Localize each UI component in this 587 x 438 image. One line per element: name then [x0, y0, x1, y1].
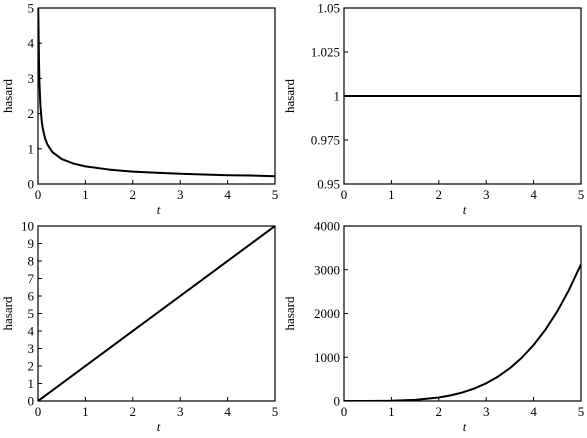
series-line	[38, 226, 275, 401]
y-tick-label: 5	[28, 306, 35, 321]
y-tick-label: 3	[28, 341, 35, 356]
y-tick-label: 1.05	[317, 1, 340, 16]
x-tick-label: 4	[224, 187, 231, 202]
x-axis-label: t	[463, 202, 467, 217]
series-line	[344, 263, 581, 401]
y-tick-label: 4000	[314, 219, 340, 234]
x-tick-label: 1	[388, 404, 395, 419]
y-tick-label: 1	[28, 376, 35, 391]
y-tick-label: 6	[28, 289, 35, 304]
y-tick-label: 0	[334, 394, 341, 409]
y-axis-label: hasard	[0, 79, 15, 113]
x-tick-label: 0	[35, 404, 42, 419]
x-tick-label: 4	[224, 404, 231, 419]
y-tick-label: 5	[28, 1, 35, 16]
chart-panel-4: 0 1 2 3 4 5 0 1000 2000 3000 4000 t hasard	[282, 219, 584, 435]
x-tick-label: 3	[483, 187, 490, 202]
plot-frame	[343, 225, 582, 402]
x-axis-label: t	[463, 419, 467, 434]
x-tick-label: 2	[436, 187, 443, 202]
x-tick-label: 4	[530, 404, 537, 419]
y-tick-label: 2000	[314, 306, 340, 321]
series-line	[38, 8, 275, 178]
y-tick-label: 3	[28, 71, 35, 86]
x-tick-label: 3	[177, 404, 184, 419]
y-axis-label: hasard	[0, 296, 15, 330]
x-axis-label: t	[157, 202, 161, 217]
y-tick-label: 2	[28, 106, 35, 121]
plot-frame	[37, 7, 276, 185]
y-tick-label: 4	[28, 36, 35, 51]
x-tick-label: 1	[82, 187, 89, 202]
x-tick-label: 3	[483, 404, 490, 419]
x-tick-label: 5	[272, 404, 279, 419]
x-tick-label: 5	[578, 187, 585, 202]
x-tick-label: 2	[436, 404, 443, 419]
x-tick-label: 1	[82, 404, 89, 419]
y-tick-label: 2	[28, 359, 35, 374]
y-axis-label: hasard	[282, 296, 297, 330]
y-tick-label: 0.95	[317, 177, 340, 192]
y-tick-label: 0	[28, 177, 35, 192]
x-tick-label: 5	[578, 404, 585, 419]
x-tick-label: 3	[177, 187, 184, 202]
x-tick-label: 2	[130, 404, 137, 419]
y-tick-label: 1	[28, 141, 35, 156]
x-tick-label: 2	[130, 187, 137, 202]
chart-panel-1: 0 1 2 3 4 5 0 1 2 3 4 5 t hasard	[0, 1, 278, 218]
x-tick-label: 1	[388, 187, 395, 202]
x-axis-label: t	[157, 419, 161, 434]
y-tick-label: 7	[28, 271, 35, 286]
y-tick-label: 0	[28, 394, 35, 409]
y-tick-label: 9	[28, 236, 35, 251]
x-tick-label: 5	[272, 187, 279, 202]
x-tick-label: 4	[530, 187, 537, 202]
chart-panel-2: 0 1 2 3 4 5 0.95 0.975 1 1.025 1.05 t hasard	[282, 1, 584, 218]
y-tick-label: 1000	[314, 350, 340, 365]
y-tick-label: 1.025	[311, 45, 340, 60]
x-tick-label: 0	[341, 187, 348, 202]
x-tick-label: 0	[35, 187, 42, 202]
y-tick-label: 1	[334, 89, 341, 104]
x-tick-label: 0	[341, 404, 348, 419]
y-tick-label: 10	[21, 219, 34, 234]
y-tick-label: 8	[28, 254, 35, 269]
y-tick-label: 4	[28, 324, 35, 339]
y-tick-label: 0.975	[311, 133, 340, 148]
y-tick-label: 3000	[314, 262, 340, 277]
y-axis-label: hasard	[282, 79, 297, 113]
